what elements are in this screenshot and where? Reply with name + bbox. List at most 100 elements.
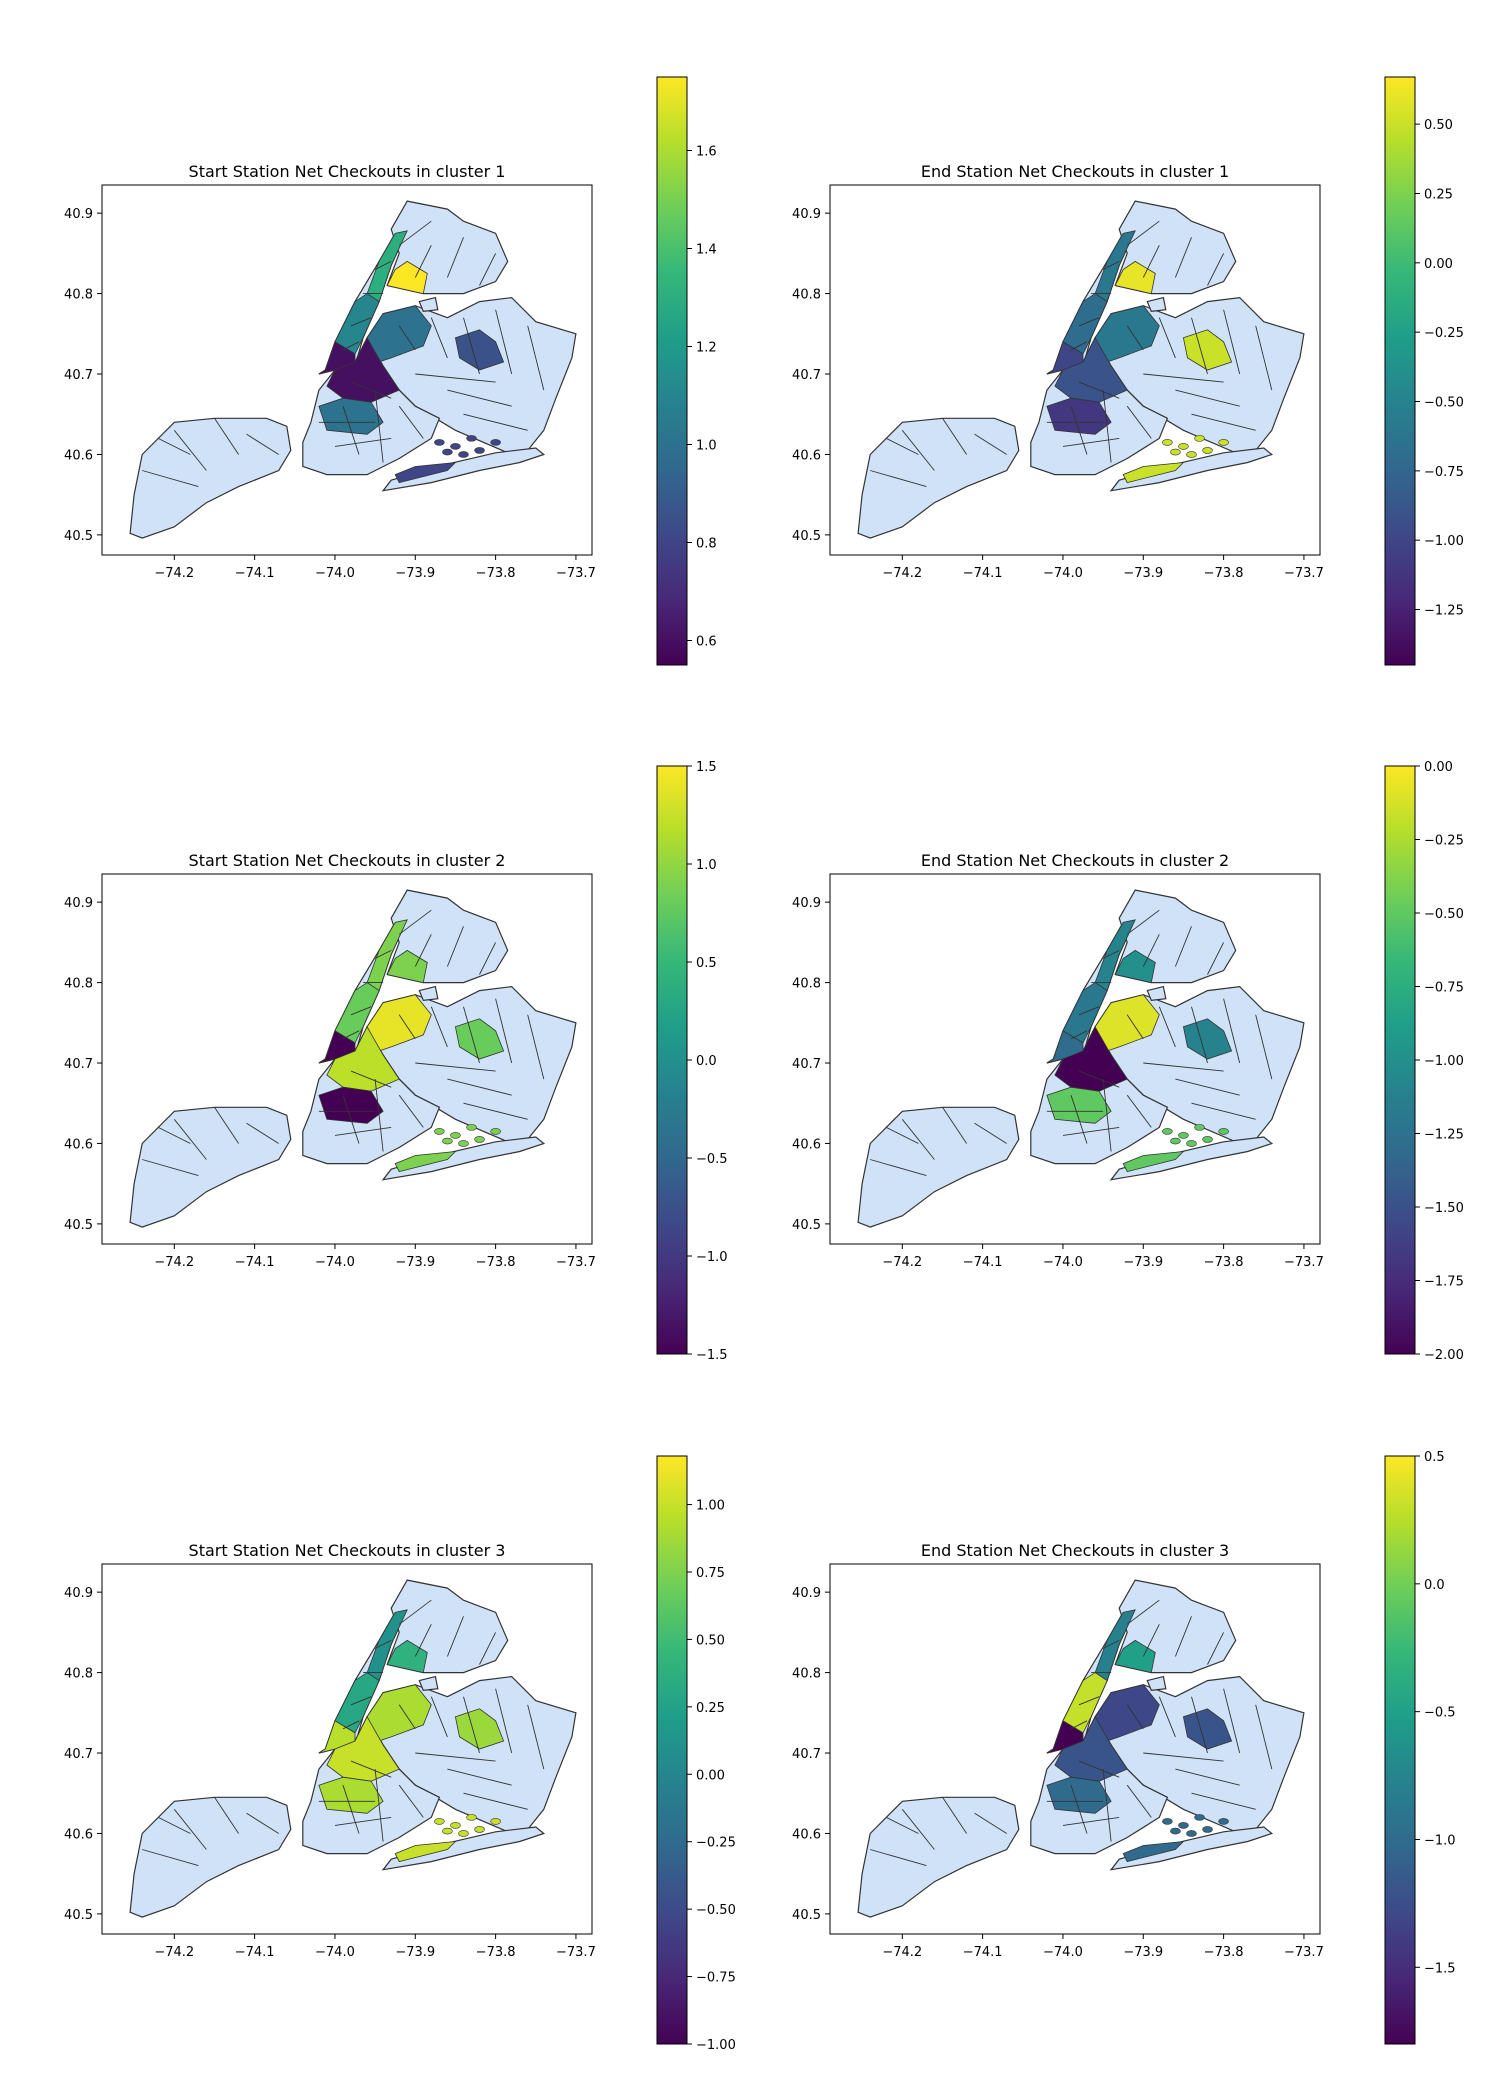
x-tick-label: −74.2 bbox=[882, 1945, 922, 1960]
region-queens-west bbox=[1094, 994, 1160, 1052]
x-tick-label: −74.0 bbox=[315, 1945, 355, 1960]
region-rockaway bbox=[394, 461, 457, 484]
colorbar-tick-label: −1.5 bbox=[1424, 1961, 1456, 1976]
x-tick-label: −74.2 bbox=[154, 1945, 194, 1960]
zone-boundary bbox=[1158, 317, 1176, 359]
map-title: End Station Net Checkouts in cluster 2 bbox=[921, 851, 1229, 870]
region-rockaway bbox=[1122, 461, 1185, 484]
x-tick-label: −74.1 bbox=[235, 1255, 275, 1270]
zone-boundary bbox=[495, 309, 513, 375]
zone-boundary bbox=[173, 1119, 207, 1160]
zone-boundary bbox=[1174, 237, 1192, 278]
bay-island bbox=[458, 451, 469, 458]
zone-boundary bbox=[870, 1849, 927, 1867]
zone-boundary bbox=[398, 1784, 424, 1818]
x-tick-label: −73.9 bbox=[395, 1945, 435, 1960]
zone-boundary bbox=[1126, 1094, 1152, 1128]
zone-boundary bbox=[1174, 1616, 1192, 1657]
bay-island bbox=[474, 1826, 485, 1833]
x-tick-label: −74.2 bbox=[882, 566, 922, 581]
zone-boundary bbox=[463, 317, 480, 375]
map-title: End Station Net Checkouts in cluster 3 bbox=[921, 1541, 1229, 1560]
zone-boundary bbox=[885, 1816, 919, 1834]
colorbar-tick-label: −1.0 bbox=[1424, 1833, 1456, 1848]
colorbar-tick-label: −1.00 bbox=[1424, 534, 1464, 549]
colorbar-tick-label: 0.00 bbox=[696, 1768, 725, 1783]
zone-boundary bbox=[157, 1126, 191, 1144]
zone-boundary bbox=[142, 1849, 199, 1867]
y-tick-label: 40.7 bbox=[64, 1747, 93, 1762]
colorbar bbox=[656, 76, 688, 666]
y-tick-label: 40.7 bbox=[792, 1747, 821, 1762]
region-queens-west bbox=[366, 994, 432, 1052]
zone-boundary bbox=[527, 1704, 545, 1770]
colorbar-tick-label: −1.50 bbox=[1424, 1201, 1464, 1216]
colorbar-tick-label: −1.25 bbox=[1424, 1128, 1464, 1143]
region-bronx-south bbox=[386, 260, 428, 295]
region-queens-east bbox=[454, 1018, 505, 1060]
bay-island bbox=[434, 1818, 445, 1825]
colorbar-tick-label: 1.0 bbox=[696, 439, 717, 454]
zone-boundary bbox=[495, 1688, 513, 1754]
y-tick-label: 40.9 bbox=[64, 1586, 93, 1601]
colorbar-tick-label: −0.50 bbox=[1424, 396, 1464, 411]
zone-boundary bbox=[1143, 1752, 1224, 1762]
x-tick-label: −73.8 bbox=[476, 1945, 516, 1960]
zone-boundary bbox=[334, 1816, 392, 1826]
y-tick-label: 40.5 bbox=[64, 1908, 93, 1923]
x-tick-label: −73.9 bbox=[1123, 566, 1163, 581]
bay-island bbox=[1170, 1137, 1181, 1145]
borough-staten bbox=[129, 417, 292, 539]
x-tick-label: −73.7 bbox=[1284, 1255, 1324, 1270]
bay-island bbox=[1170, 1827, 1181, 1835]
zone-boundary bbox=[1255, 1704, 1273, 1770]
region-brooklyn-north bbox=[1054, 1715, 1128, 1782]
region-brooklyn-north bbox=[326, 1025, 400, 1092]
borough-riker bbox=[1146, 296, 1167, 312]
zone-boundary bbox=[350, 381, 392, 399]
y-tick-label: 40.8 bbox=[64, 1667, 93, 1682]
map-panel-2: End Station Net Checkouts in cluster 1 −7… bbox=[792, 76, 1464, 666]
y-tick-label: 40.8 bbox=[64, 288, 93, 303]
zone-boundary bbox=[446, 237, 464, 278]
zone-boundary bbox=[398, 1599, 432, 1625]
zone-boundary bbox=[414, 1624, 432, 1657]
zone-boundary bbox=[1191, 1102, 1256, 1120]
zone-boundary bbox=[1078, 317, 1100, 327]
colorbar-tick-label: 0.00 bbox=[1424, 760, 1453, 775]
colorbar-tick-label: 0.50 bbox=[696, 1633, 725, 1648]
borough-riker bbox=[1146, 985, 1167, 1001]
colorbar-tick-label: 1.00 bbox=[696, 1499, 725, 1514]
zone-boundary bbox=[447, 1768, 512, 1786]
zone-boundary bbox=[142, 470, 199, 488]
colorbar-tick-label: 0.6 bbox=[696, 635, 717, 650]
x-tick-label: −74.0 bbox=[1043, 566, 1083, 581]
zone-boundary bbox=[1191, 1006, 1208, 1064]
borough-staten bbox=[129, 1106, 292, 1228]
zone-boundary bbox=[374, 1639, 392, 1649]
bay-island bbox=[434, 1128, 445, 1135]
colorbar-tick-label: −2.00 bbox=[1424, 1348, 1464, 1363]
region-brooklyn-south bbox=[318, 1086, 384, 1124]
bay-island bbox=[1186, 451, 1197, 458]
colorbar bbox=[1384, 765, 1416, 1355]
colorbar-tick-label: 0.25 bbox=[696, 1701, 725, 1716]
x-tick-label: −74.2 bbox=[882, 1255, 922, 1270]
x-tick-label: −74.0 bbox=[315, 1255, 355, 1270]
bay-island bbox=[442, 448, 453, 456]
x-tick-label: −73.7 bbox=[556, 1255, 596, 1270]
zone-boundary bbox=[342, 406, 360, 455]
zone-boundary bbox=[1062, 437, 1120, 447]
x-tick-label: −74.2 bbox=[154, 566, 194, 581]
zone-boundary bbox=[1158, 1006, 1176, 1048]
bay-island bbox=[1162, 1818, 1173, 1825]
bay-island bbox=[1178, 1132, 1189, 1139]
zone-boundary bbox=[974, 1812, 1007, 1834]
bay-island bbox=[1162, 439, 1173, 446]
zone-boundary bbox=[1102, 949, 1120, 959]
x-tick-label: −73.9 bbox=[1123, 1945, 1163, 1960]
zone-boundary bbox=[885, 437, 919, 455]
y-tick-label: 40.6 bbox=[792, 1827, 821, 1842]
zone-boundary bbox=[350, 1760, 392, 1778]
zone-boundary bbox=[479, 1632, 497, 1665]
